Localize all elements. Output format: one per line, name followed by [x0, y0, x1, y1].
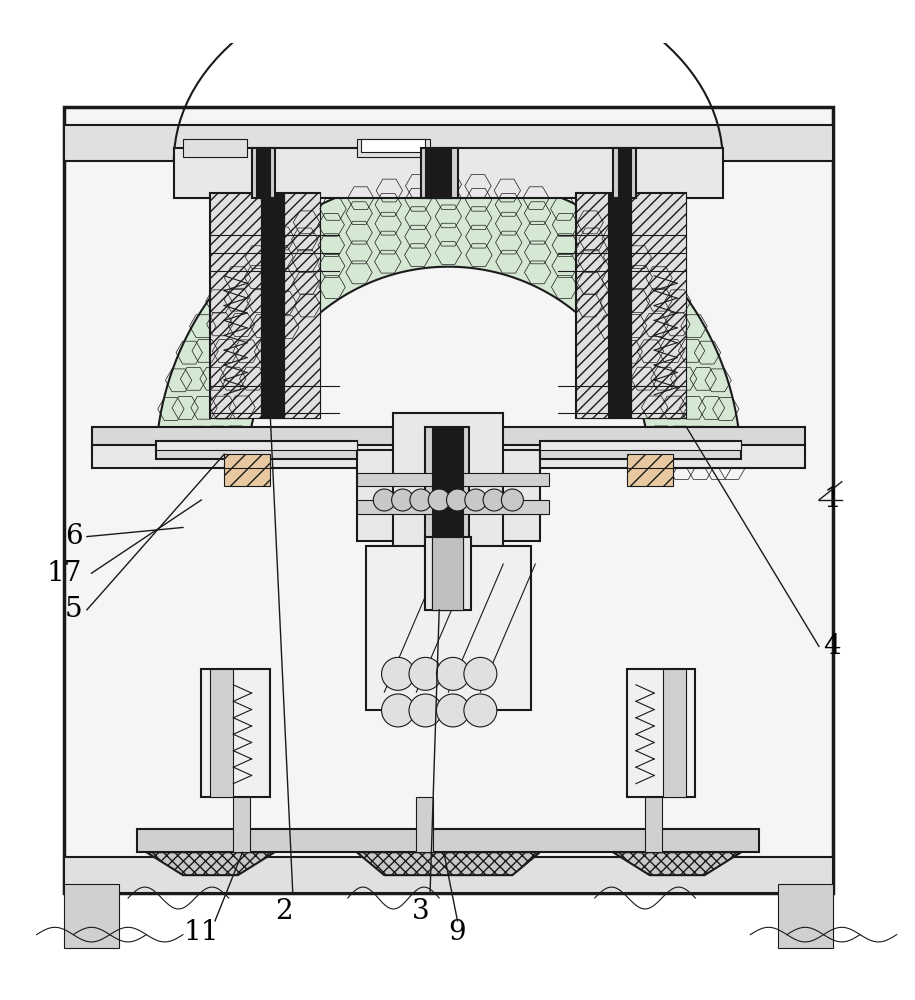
Bar	[421, 148, 458, 198]
Text: 11: 11	[184, 919, 219, 946]
Bar	[627, 463, 673, 486]
Bar	[201, 669, 270, 797]
Bar	[357, 450, 540, 541]
Bar	[64, 107, 833, 893]
Bar	[645, 797, 662, 852]
Bar	[627, 669, 695, 797]
Bar	[183, 139, 247, 157]
Bar	[631, 193, 686, 418]
Bar	[366, 546, 531, 710]
Bar	[137, 829, 759, 852]
Bar	[425, 148, 451, 198]
Bar	[156, 441, 357, 450]
Bar	[540, 441, 741, 459]
Circle shape	[382, 694, 414, 727]
Bar	[432, 537, 463, 610]
Polygon shape	[156, 175, 741, 468]
Bar	[256, 148, 270, 198]
Circle shape	[501, 489, 523, 511]
Bar	[64, 857, 833, 893]
Polygon shape	[613, 852, 741, 875]
Circle shape	[409, 694, 442, 727]
Bar	[608, 193, 631, 418]
Text: 6: 6	[65, 523, 82, 550]
Bar	[261, 193, 284, 418]
Text: 2: 2	[274, 898, 293, 925]
Text: 5: 5	[65, 596, 82, 623]
Bar	[425, 427, 469, 610]
Text: 1: 1	[824, 487, 841, 514]
Bar	[613, 148, 636, 198]
Bar	[233, 797, 250, 852]
Bar	[778, 884, 833, 948]
Circle shape	[410, 489, 432, 511]
Bar	[357, 139, 430, 157]
Text: 3: 3	[412, 898, 430, 925]
Bar	[224, 463, 270, 486]
Bar	[210, 193, 320, 418]
Circle shape	[392, 489, 414, 511]
Bar	[540, 441, 741, 450]
Bar	[156, 441, 357, 459]
Bar	[252, 148, 274, 198]
Bar	[92, 445, 805, 468]
Bar	[210, 669, 233, 797]
Bar	[627, 454, 673, 468]
Circle shape	[464, 657, 497, 690]
Bar	[224, 454, 270, 468]
Circle shape	[382, 657, 414, 690]
Circle shape	[373, 489, 395, 511]
Bar	[284, 193, 320, 418]
Bar	[663, 669, 686, 797]
Bar	[64, 884, 119, 948]
Polygon shape	[357, 852, 540, 875]
Bar	[576, 193, 613, 418]
Text: 4: 4	[824, 633, 841, 660]
Bar	[425, 537, 471, 610]
Bar	[357, 473, 549, 486]
Circle shape	[465, 489, 487, 511]
Circle shape	[447, 489, 468, 511]
Bar	[618, 148, 631, 198]
Circle shape	[428, 489, 450, 511]
Bar	[393, 413, 503, 573]
Bar	[361, 139, 425, 152]
Bar	[576, 193, 686, 418]
Bar	[64, 125, 833, 161]
Bar	[174, 148, 723, 198]
Circle shape	[483, 489, 505, 511]
Text: 17: 17	[47, 560, 82, 587]
Polygon shape	[146, 852, 274, 875]
Bar	[357, 500, 549, 514]
Bar	[416, 797, 433, 852]
Circle shape	[409, 657, 442, 690]
Text: 9: 9	[448, 919, 467, 946]
Circle shape	[436, 694, 469, 727]
Bar	[432, 427, 463, 610]
Circle shape	[436, 657, 469, 690]
Bar	[92, 427, 805, 450]
Bar	[210, 193, 261, 418]
Circle shape	[464, 694, 497, 727]
